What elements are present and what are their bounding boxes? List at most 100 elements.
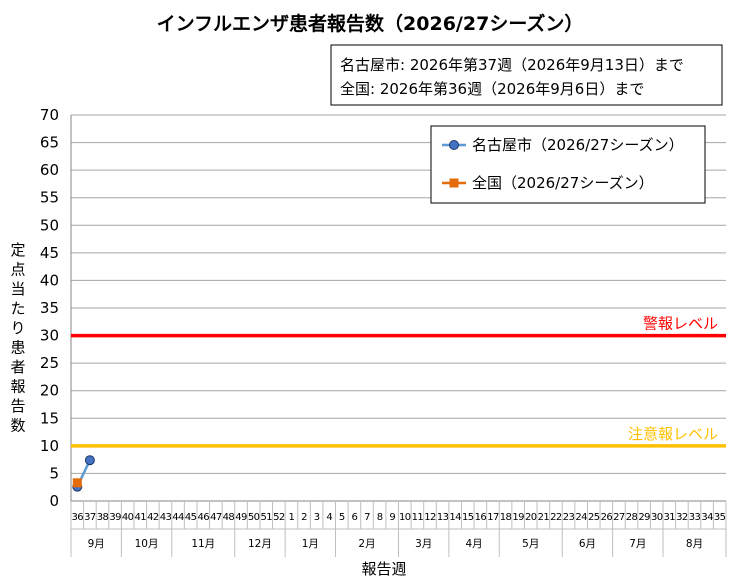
- month-label: 2月: [358, 538, 375, 550]
- x-tick-label: 2: [301, 512, 307, 523]
- x-tick-label: 12: [424, 512, 436, 523]
- y-tick-label: 55: [40, 189, 59, 207]
- month-label: 4月: [465, 538, 482, 550]
- legend-marker: [449, 178, 459, 188]
- y-tick-label: 20: [40, 382, 59, 400]
- x-tick-label: 41: [135, 512, 147, 523]
- x-tick-label: 42: [147, 512, 159, 523]
- month-label: 9月: [88, 538, 105, 550]
- y-tick-label: 70: [40, 106, 59, 124]
- x-tick-label: 49: [235, 512, 247, 523]
- x-tick-label: 26: [601, 512, 613, 523]
- x-tick-label: 24: [575, 512, 587, 523]
- month-label: 5月: [522, 538, 539, 550]
- x-tick-label: 8: [377, 512, 383, 523]
- y-tick-label: 30: [40, 327, 59, 345]
- x-tick-label: 46: [197, 512, 209, 523]
- month-label: 3月: [415, 538, 432, 550]
- month-label: 6月: [579, 538, 596, 550]
- y-tick-label: 40: [40, 271, 59, 289]
- x-tick-label: 30: [651, 512, 663, 523]
- month-label: 11月: [191, 538, 215, 550]
- x-tick-label: 1: [289, 512, 295, 523]
- y-tick-label: 65: [40, 134, 59, 152]
- x-tick-label: 34: [701, 512, 713, 523]
- x-tick-label: 38: [97, 512, 109, 523]
- legend-frame: [430, 125, 706, 204]
- x-tick-label: 28: [626, 512, 638, 523]
- x-tick-label: 9: [389, 512, 395, 523]
- x-tick-label: 16: [475, 512, 487, 523]
- x-tick-label: 32: [676, 512, 688, 523]
- x-tick-label: 23: [563, 512, 575, 523]
- legend-marker: [449, 140, 459, 150]
- x-tick-label: 48: [223, 512, 235, 523]
- info-line-national: 全国: 2026年第36週（2026年9月6日）まで: [340, 80, 644, 98]
- x-tick-label: 11: [412, 512, 424, 523]
- y-tick-label: 10: [40, 437, 59, 455]
- x-tick-label: 27: [613, 512, 625, 523]
- y-tick-label: 0: [49, 492, 59, 510]
- x-tick-label: 35: [714, 512, 726, 523]
- x-tick-label: 50: [248, 512, 260, 523]
- x-tick-label: 31: [664, 512, 676, 523]
- month-label: 12月: [248, 538, 272, 550]
- x-axis-label: 報告週: [361, 560, 406, 578]
- x-tick-label: 13: [437, 512, 449, 523]
- x-tick-label: 40: [122, 512, 134, 523]
- data-point: [84, 455, 95, 466]
- y-tick-label: 45: [40, 244, 59, 262]
- x-axis: 36 37 38 39 40 41 42 43 44 45 46 47 48 49 50 51 52 1 2 3 4 5 6…: [70, 500, 727, 557]
- x-tick-label: 51: [260, 512, 272, 523]
- reference-line-label: 警報レベル: [643, 315, 718, 333]
- x-tick-label: 3: [314, 512, 320, 523]
- x-tick-label: 5: [339, 512, 345, 523]
- series-layer: [72, 455, 95, 492]
- x-tick-label: 22: [550, 512, 562, 523]
- x-tick-label: 19: [512, 512, 524, 523]
- month-label: 10月: [135, 538, 159, 550]
- x-tick-label: 29: [638, 512, 650, 523]
- y-tick-label: 35: [40, 299, 59, 317]
- legend-label: 名古屋市（2026/27シーズン）: [472, 136, 684, 154]
- y-tick-label: 5: [49, 464, 59, 482]
- chart-title: インフルエンザ患者報告数（2026/27シーズン）: [157, 12, 584, 35]
- x-tick-label: 25: [588, 512, 600, 523]
- x-tick-label: 6: [352, 512, 358, 523]
- y-tick-label: 25: [40, 354, 59, 372]
- x-tick-label: 43: [160, 512, 172, 523]
- data-point: [72, 478, 82, 488]
- legend-label: 全国（2026/27シーズン）: [472, 174, 654, 192]
- x-tick-label: 20: [525, 512, 537, 523]
- x-tick-label: 39: [109, 512, 121, 523]
- y-axis-label: 定点当たり患者報告数: [10, 241, 25, 435]
- month-label: 8月: [686, 538, 703, 550]
- y-tick-label: 50: [40, 216, 59, 234]
- x-tick-label: 47: [210, 512, 222, 523]
- x-tick-label: 17: [487, 512, 499, 523]
- x-tick-label: 15: [462, 512, 474, 523]
- x-tick-label: 21: [538, 512, 550, 523]
- info-line-nagoya: 名古屋市: 2026年第37週（2026年9月13日）まで: [340, 56, 684, 74]
- x-tick-label: 18: [500, 512, 512, 523]
- y-tick-label: 15: [40, 409, 59, 427]
- month-label: 1月: [302, 538, 319, 550]
- y-tick-label: 60: [40, 161, 59, 179]
- month-label: 7月: [629, 538, 646, 550]
- reference-line-label: 注意報レベル: [628, 425, 718, 443]
- x-tick-label: 4: [326, 512, 332, 523]
- x-tick-label: 33: [689, 512, 701, 523]
- info-box: 名古屋市: 2026年第37週（2026年9月13日）まで 全国: 2026年第…: [330, 44, 723, 106]
- x-tick-label: 37: [84, 512, 96, 523]
- info-box-frame: [330, 44, 723, 106]
- y-axis-ticks: 0 5 10 15 20 25 30 35 40 45 50 55 60 65 70: [40, 106, 59, 510]
- x-tick-label: 36: [72, 512, 84, 523]
- x-tick-label: 10: [399, 512, 411, 523]
- legend: 名古屋市（2026/27シーズン） 全国（2026/27シーズン）: [430, 125, 706, 204]
- x-tick-label: 45: [185, 512, 197, 523]
- x-tick-label: 44: [172, 512, 184, 523]
- x-tick-label: 14: [449, 512, 461, 523]
- x-tick-label: 52: [273, 512, 285, 523]
